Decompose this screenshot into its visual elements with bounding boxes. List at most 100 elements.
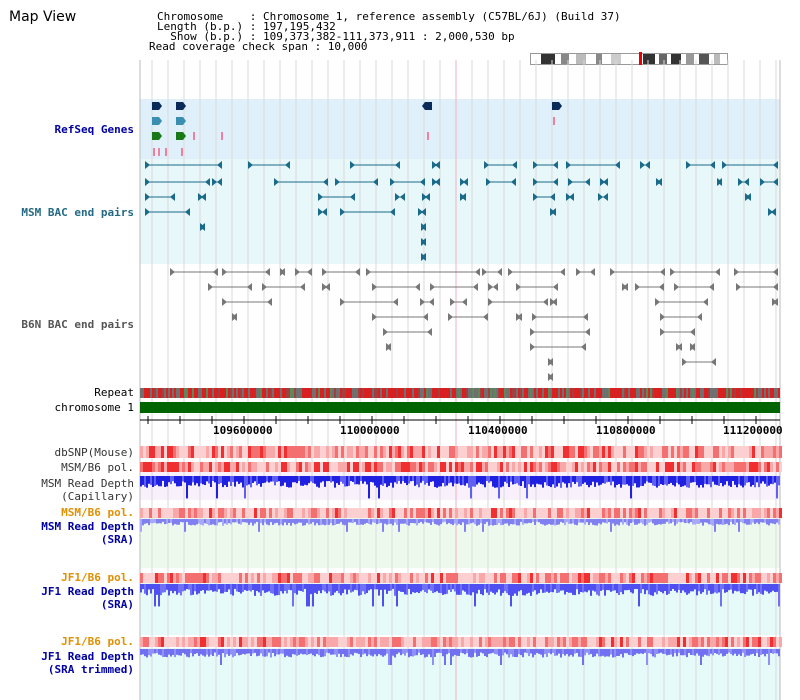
- repeat-segment: [492, 388, 494, 398]
- read-depth-bar: [372, 584, 374, 607]
- read-depth-bar: [346, 476, 348, 487]
- polymorphism-cell: [296, 573, 299, 583]
- repeat-segment: [376, 388, 378, 398]
- repeat-segment: [354, 388, 356, 398]
- read-depth-bar: [462, 649, 464, 654]
- read-depth-bar: [434, 476, 436, 488]
- read-depth-bar: [736, 649, 738, 656]
- polymorphism-cell: [431, 508, 434, 518]
- polymorphism-cell: [374, 637, 377, 647]
- polymorphism-cell: [656, 446, 659, 458]
- polymorphism-cell: [194, 573, 197, 583]
- polymorphism-cell: [509, 446, 512, 458]
- read-depth-bar: [280, 649, 282, 654]
- repeat-segment: [368, 388, 370, 398]
- polymorphism-cell: [506, 637, 509, 647]
- read-depth-bar: [448, 476, 450, 484]
- polymorphism-cell: [251, 462, 254, 472]
- read-depth-bar: [524, 519, 526, 524]
- read-depth-bar: [570, 649, 572, 655]
- repeat-segment: [402, 388, 404, 398]
- read-depth-bar: [736, 476, 738, 488]
- polymorphism-cell: [305, 508, 308, 518]
- read-depth-bar: [708, 584, 710, 591]
- read-depth-bar: [382, 519, 384, 532]
- read-depth-bar: [422, 649, 424, 655]
- gene-marker: [553, 117, 555, 125]
- polymorphism-cell: [770, 573, 773, 583]
- read-depth-bar: [384, 649, 386, 656]
- polymorphism-cell: [575, 573, 578, 583]
- read-depth-bar: [220, 584, 222, 594]
- polymorphism-cell: [245, 637, 248, 647]
- read-depth-bar: [170, 476, 172, 485]
- polymorphism-cell: [503, 462, 506, 472]
- b6n-bac-pair-end: [590, 268, 595, 276]
- repeat-segment: [208, 388, 210, 398]
- polymorphism-cell: [659, 446, 662, 458]
- b6n-bac-pair-end: [265, 268, 270, 276]
- read-depth-bar: [400, 649, 402, 656]
- polymorphism-cell: [209, 573, 212, 583]
- polymorphism-cell: [155, 508, 158, 518]
- read-depth-bar: [498, 649, 500, 656]
- read-depth-bar: [438, 649, 440, 653]
- polymorphism-cell: [653, 508, 656, 518]
- b6n-bac-pair-end: [674, 283, 679, 291]
- read-depth-bar: [742, 649, 744, 653]
- polymorphism-cell: [473, 446, 476, 458]
- repeat-segment: [256, 388, 258, 398]
- msm-bac-pair-end: [533, 178, 538, 186]
- b6n-bac-pair-end: [247, 283, 252, 291]
- read-depth-bar: [766, 519, 768, 525]
- polymorphism-cell: [455, 573, 458, 583]
- polymorphism-cell: [200, 637, 203, 647]
- read-depth-bar: [778, 476, 780, 486]
- polymorphism-cell: [413, 462, 416, 472]
- read-depth-bar: [276, 519, 278, 523]
- polymorphism-cell: [740, 508, 743, 518]
- polymorphism-cell: [227, 508, 230, 518]
- polymorphism-cell: [710, 573, 713, 583]
- polymorphism-cell: [467, 508, 470, 518]
- read-depth-bar: [452, 519, 454, 526]
- polymorphism-cell: [425, 508, 428, 518]
- repeat-segment: [652, 388, 654, 398]
- repeat-segment: [214, 388, 216, 398]
- read-depth-bar: [570, 584, 572, 593]
- polymorphism-cell: [695, 446, 698, 458]
- read-depth-bar: [256, 584, 258, 592]
- polymorphism-cell: [440, 573, 443, 583]
- repeat-segment: [494, 388, 496, 398]
- read-depth-bar: [746, 649, 748, 656]
- read-depth-bar: [650, 649, 652, 655]
- read-depth-bar: [280, 476, 282, 487]
- read-depth-bar: [628, 649, 630, 655]
- polymorphism-cell: [491, 508, 494, 518]
- polymorphism-cell: [611, 446, 614, 458]
- repeat-segment: [162, 388, 164, 398]
- polymorphism-cell: [380, 462, 383, 472]
- chromosome-ideogram[interactable]: [530, 52, 728, 65]
- read-depth-bar: [576, 649, 578, 653]
- read-depth-bar: [392, 584, 394, 589]
- read-depth-bar: [544, 649, 546, 655]
- polymorphism-cell: [245, 573, 248, 583]
- polymorphism-cell: [716, 637, 719, 647]
- read-depth-bar: [694, 476, 696, 483]
- polymorphism-cell: [224, 446, 227, 458]
- polymorphism-cell: [485, 508, 488, 518]
- polymorphism-cell: [599, 508, 602, 518]
- read-depth-bar: [420, 519, 422, 522]
- read-depth-bar: [648, 519, 650, 523]
- gene-marker: [221, 132, 223, 140]
- read-depth-bar: [402, 476, 404, 482]
- read-depth-bar: [162, 584, 164, 593]
- read-depth-bar: [558, 476, 560, 484]
- read-depth-bar: [600, 476, 602, 485]
- msm-depth-capillary-sub-label: (Capillary): [61, 490, 134, 503]
- read-depth-bar: [384, 519, 386, 524]
- read-depth-bar: [546, 476, 548, 486]
- polymorphism-cell: [569, 637, 572, 647]
